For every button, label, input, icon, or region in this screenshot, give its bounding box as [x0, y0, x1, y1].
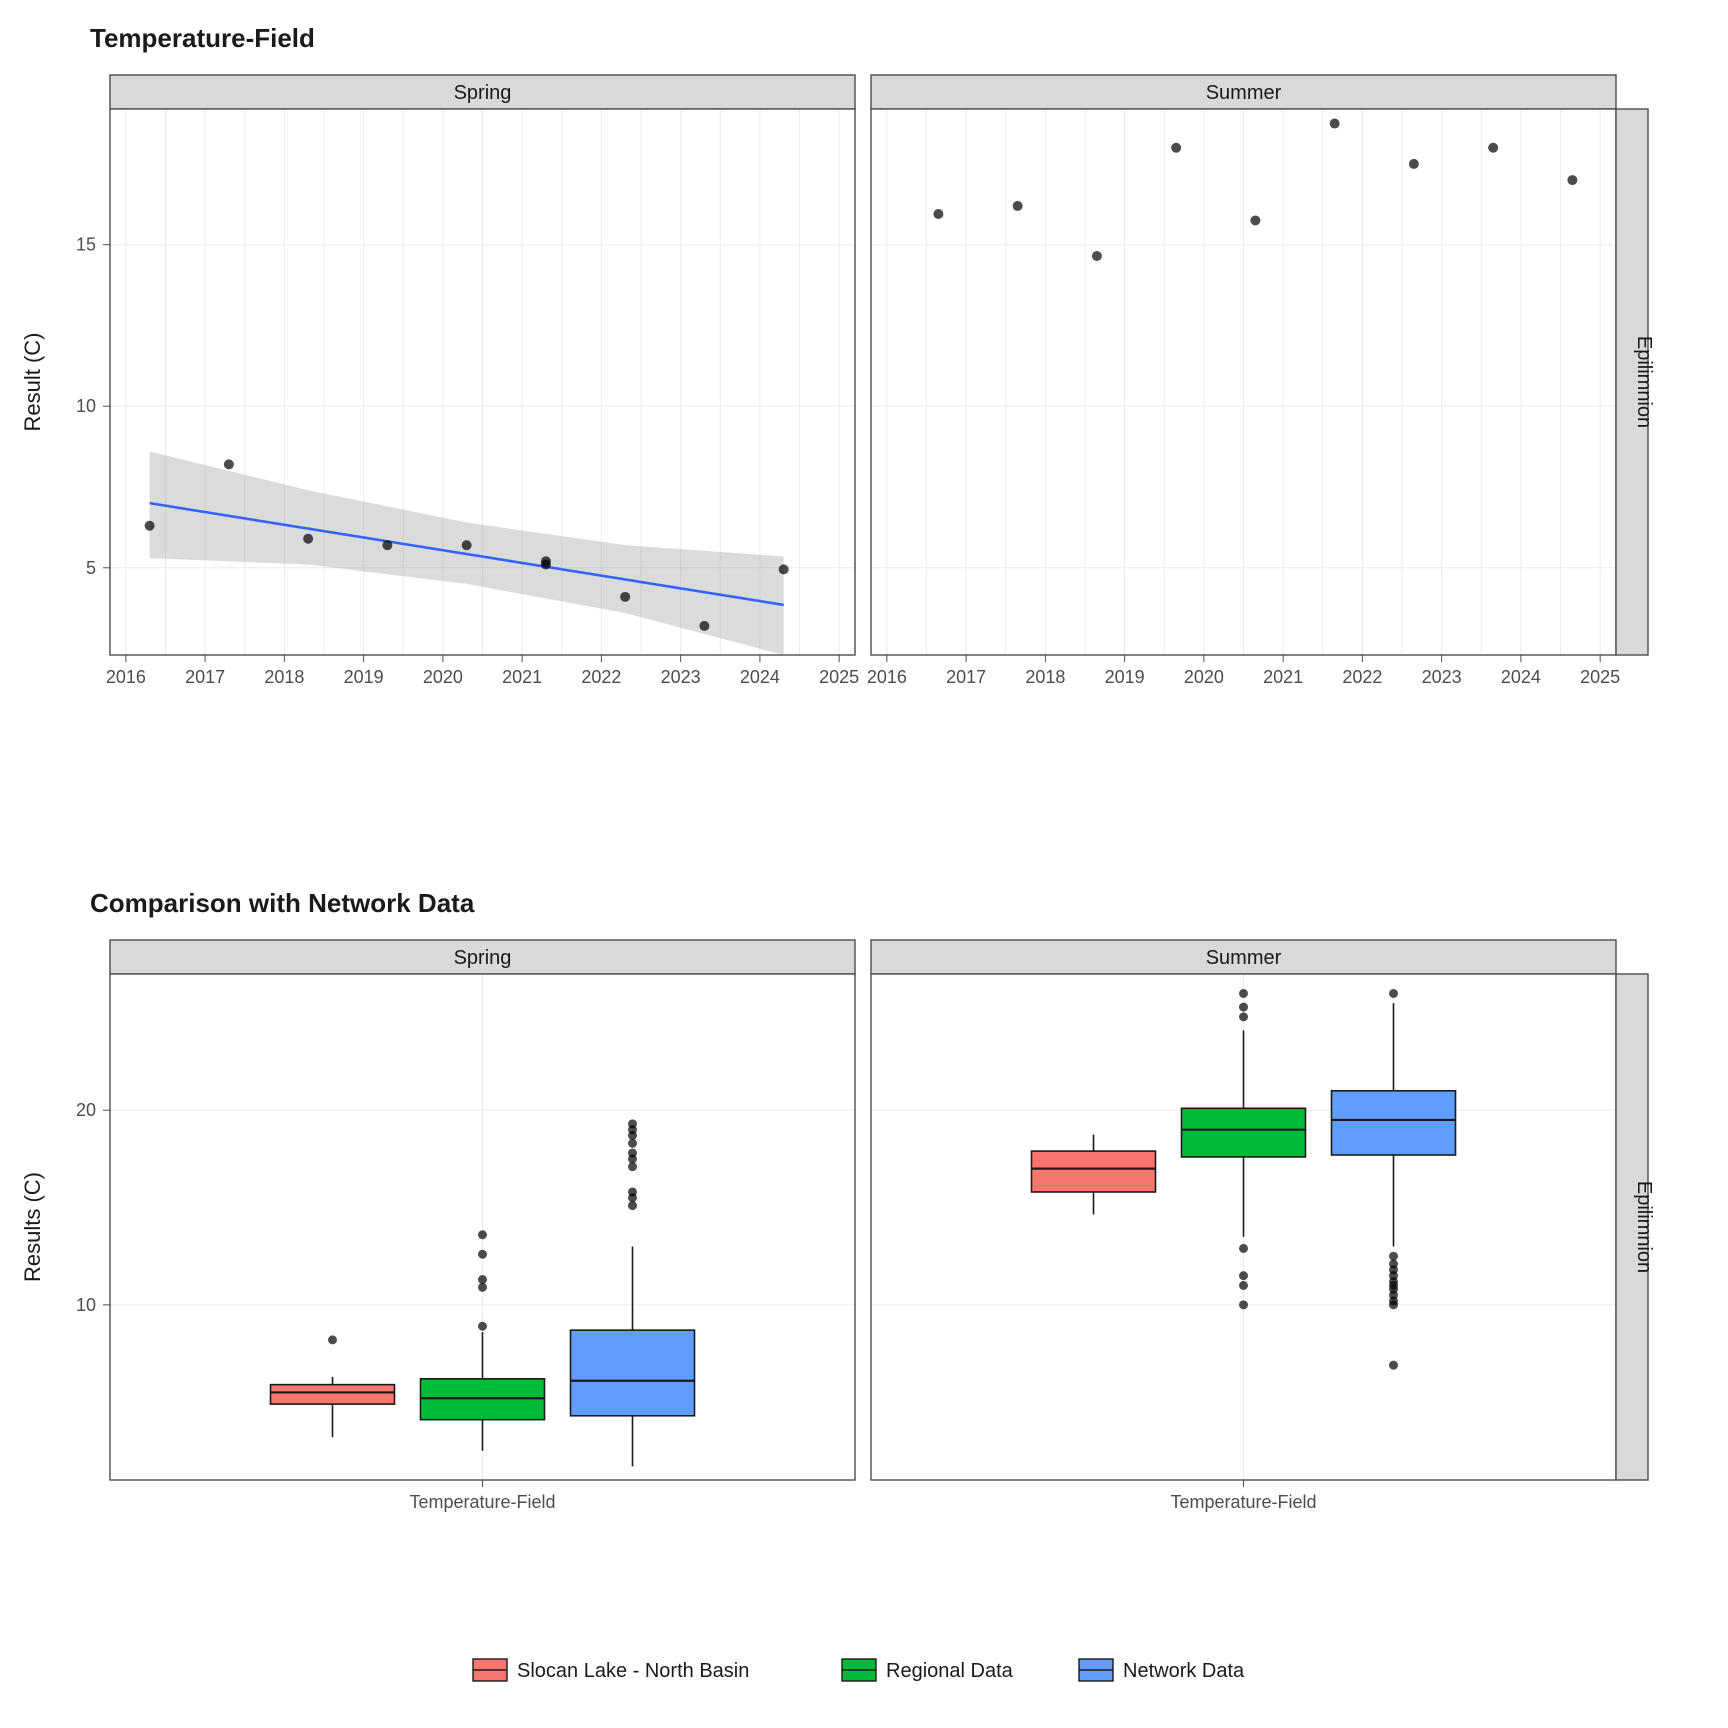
svg-text:Regional Data: Regional Data: [886, 1660, 1014, 1682]
svg-text:2025: 2025: [1580, 667, 1620, 687]
svg-text:2020: 2020: [1184, 667, 1224, 687]
svg-text:2019: 2019: [1105, 667, 1145, 687]
svg-text:10: 10: [76, 1295, 96, 1315]
svg-text:2016: 2016: [867, 667, 907, 687]
svg-text:2021: 2021: [502, 667, 542, 687]
svg-text:2020: 2020: [423, 667, 463, 687]
svg-text:Spring: Spring: [454, 947, 512, 969]
svg-text:Result (C): Result (C): [20, 332, 45, 431]
svg-text:10: 10: [76, 396, 96, 416]
svg-text:20: 20: [76, 1100, 96, 1120]
svg-text:2025: 2025: [819, 667, 859, 687]
svg-text:Slocan Lake - North Basin: Slocan Lake - North Basin: [517, 1660, 749, 1682]
svg-text:Network Data: Network Data: [1123, 1660, 1245, 1682]
svg-text:Summer: Summer: [1206, 82, 1282, 104]
legend: Slocan Lake - North Basin Regional Data Ne…: [473, 1659, 1245, 1682]
svg-text:2022: 2022: [1342, 667, 1382, 687]
svg-text:2022: 2022: [581, 667, 621, 687]
svg-text:Epilimnion: Epilimnion: [1633, 336, 1655, 428]
svg-text:Spring: Spring: [454, 82, 512, 104]
svg-text:2024: 2024: [740, 667, 780, 687]
boxplot-box: [271, 1385, 395, 1404]
svg-text:Temperature-Field: Temperature-Field: [90, 23, 315, 53]
svg-text:2017: 2017: [185, 667, 225, 687]
svg-text:2023: 2023: [1422, 667, 1462, 687]
boxplot-box: [571, 1330, 695, 1416]
svg-text:Comparison with Network Data: Comparison with Network Data: [90, 888, 475, 918]
boxplot-box: [1332, 1091, 1456, 1155]
svg-text:5: 5: [86, 558, 96, 578]
svg-text:Temperature-Field: Temperature-Field: [1170, 1492, 1316, 1512]
svg-text:2016: 2016: [106, 667, 146, 687]
svg-text:2024: 2024: [1501, 667, 1541, 687]
scatter-panel-spring: Spring 2016 2017 2018 2019 2020 2021 2022 2023 20…: [76, 75, 859, 687]
boxplot-box: [1032, 1151, 1156, 1192]
svg-text:2023: 2023: [661, 667, 701, 687]
svg-text:2017: 2017: [946, 667, 986, 687]
svg-text:2018: 2018: [264, 667, 304, 687]
box-panel-spring: Spring Temperature-Field 10 20: [76, 940, 855, 1512]
box-panel-summer: Summer Temperature-Field: [871, 940, 1616, 1512]
svg-text:Results (C): Results (C): [20, 1172, 45, 1282]
svg-text:15: 15: [76, 235, 96, 255]
svg-text:Temperature-Field: Temperature-Field: [409, 1492, 555, 1512]
figure: Temperature-FieldResult (C)Spring2016201…: [0, 0, 1728, 1728]
svg-text:2021: 2021: [1263, 667, 1303, 687]
svg-text:Epilimnion: Epilimnion: [1633, 1181, 1655, 1273]
svg-text:Summer: Summer: [1206, 947, 1282, 969]
svg-text:2018: 2018: [1025, 667, 1065, 687]
scatter-panel-summer: Summer 2016 2017 2018 2019 2020 2021 2022 2023 20…: [867, 75, 1620, 687]
boxplot-box: [1182, 1108, 1306, 1157]
svg-text:2019: 2019: [344, 667, 384, 687]
